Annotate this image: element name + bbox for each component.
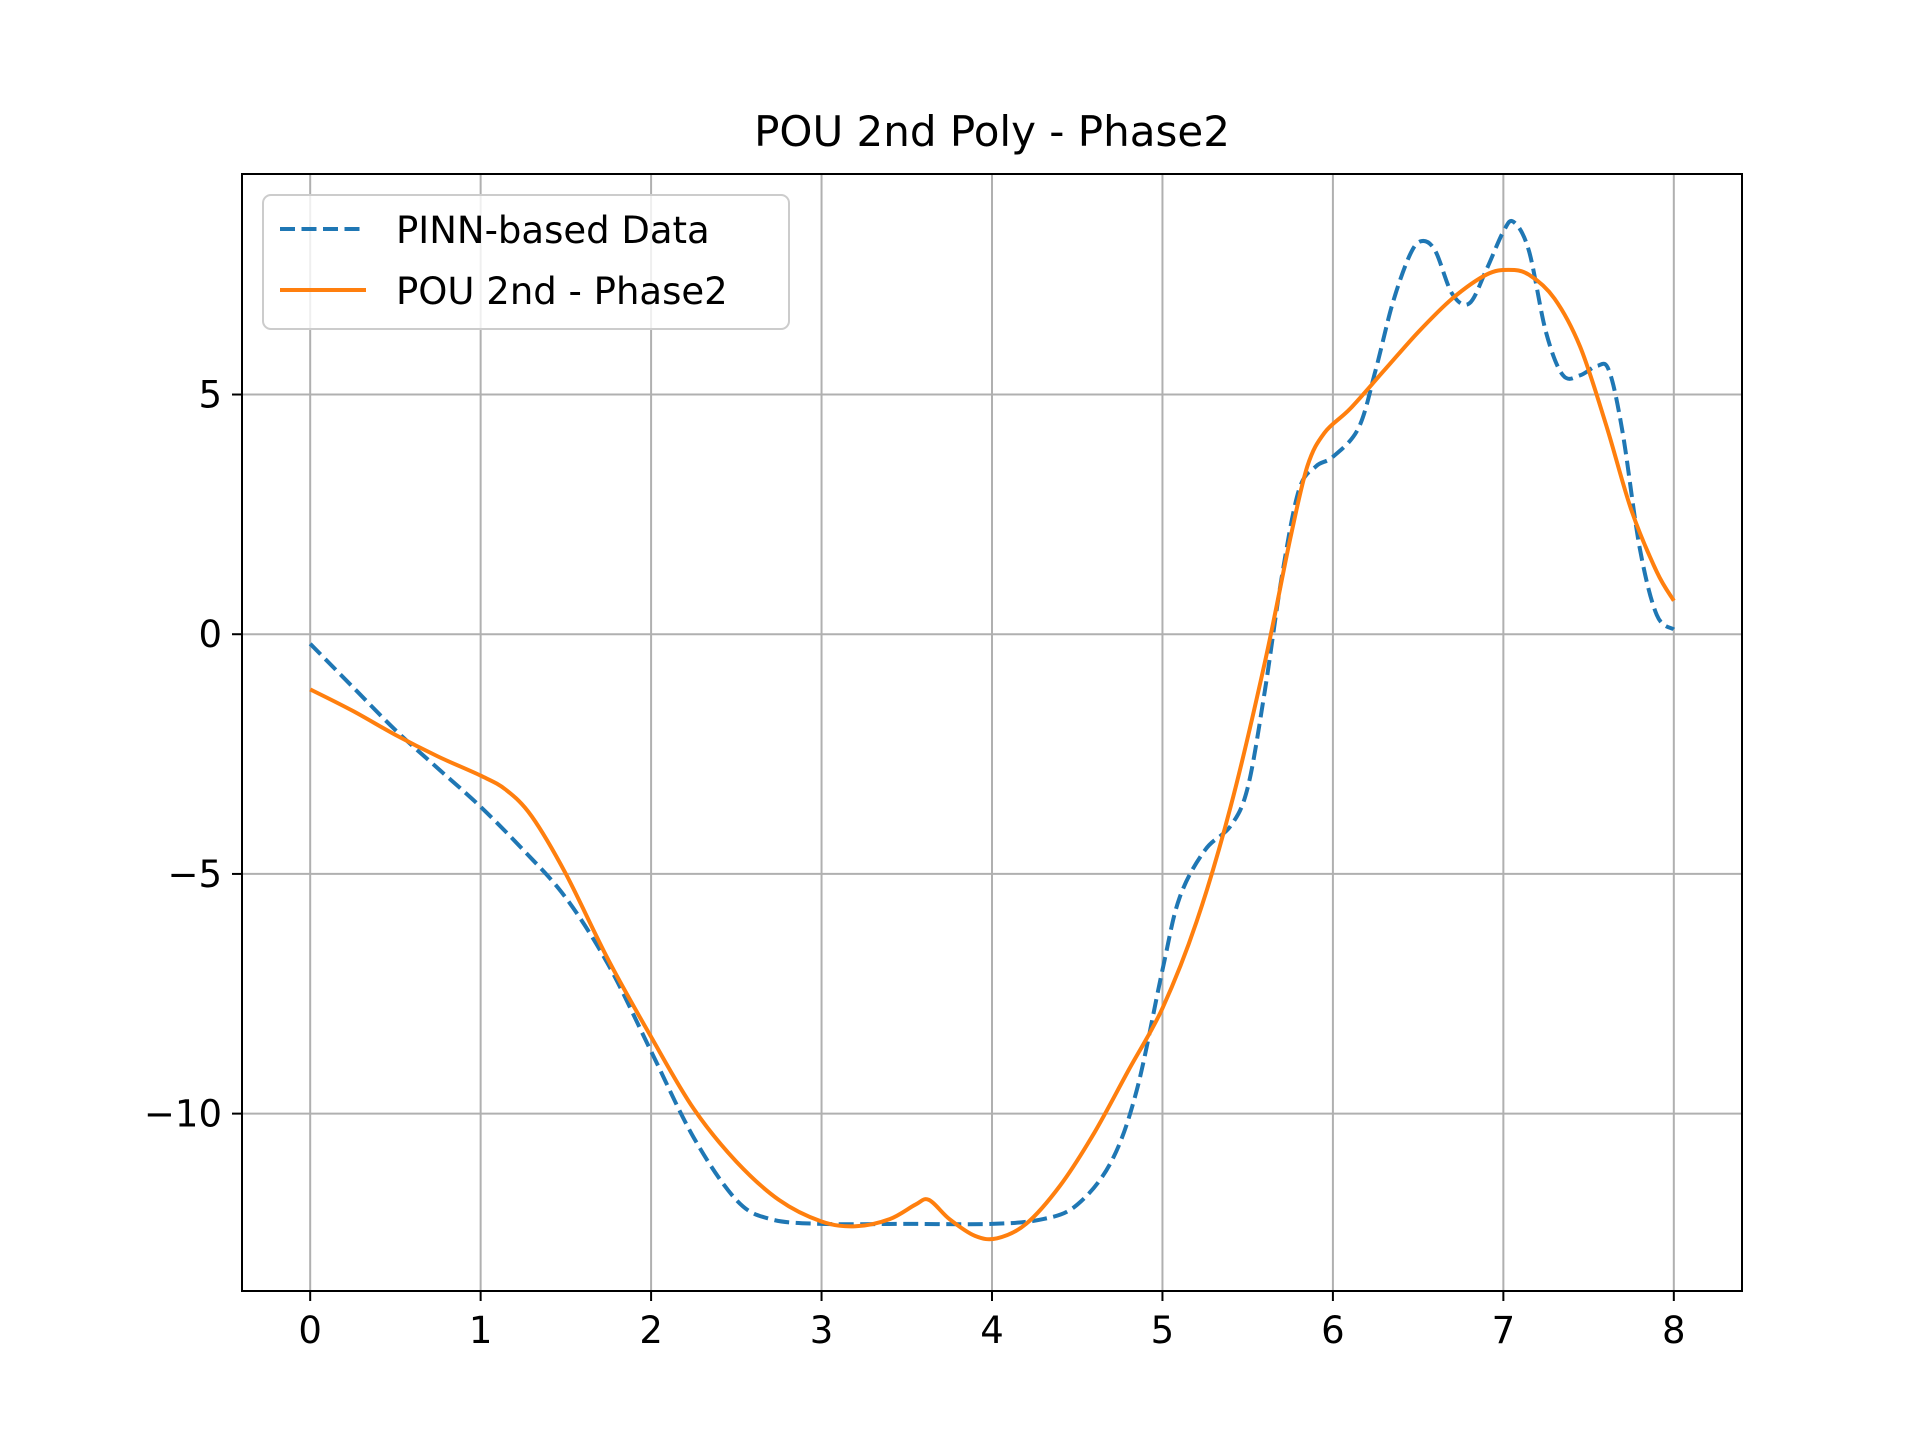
- y-tick-label: −5: [167, 853, 222, 896]
- x-axis: 0 1 2 3 4 5 6 7 8: [298, 1291, 1686, 1352]
- y-tick-label: 5: [198, 374, 222, 417]
- x-tick-label: 7: [1492, 1309, 1516, 1352]
- y-axis: −10 −5 0 5: [144, 374, 242, 1136]
- x-tick-label: 0: [298, 1309, 322, 1352]
- x-tick-label: 6: [1321, 1309, 1345, 1352]
- x-tick-label: 1: [469, 1309, 493, 1352]
- chart-title: POU 2nd Poly - Phase2: [754, 107, 1230, 156]
- legend-label-pinn-based-data: PINN-based Data: [396, 209, 710, 252]
- series-line-pou-2nd-phase2: [309, 267, 1676, 1242]
- y-tick-label: 0: [198, 613, 222, 656]
- legend: PINN-based Data POU 2nd - Phase2: [262, 194, 790, 330]
- y-tick-label: −10: [144, 1093, 222, 1136]
- x-tick-label: 8: [1662, 1309, 1686, 1352]
- series-line-pinn-based-data: [308, 218, 1676, 1227]
- x-tick-label: 3: [810, 1309, 834, 1352]
- grid: [242, 174, 1742, 1291]
- plot-series: [308, 218, 1676, 1242]
- legend-label-pou-2nd-phase2: POU 2nd - Phase2: [396, 270, 728, 313]
- x-tick-label: 5: [1151, 1309, 1175, 1352]
- x-tick-label: 2: [639, 1309, 663, 1352]
- x-tick-label: 4: [980, 1309, 1004, 1352]
- legend-box: [262, 194, 790, 330]
